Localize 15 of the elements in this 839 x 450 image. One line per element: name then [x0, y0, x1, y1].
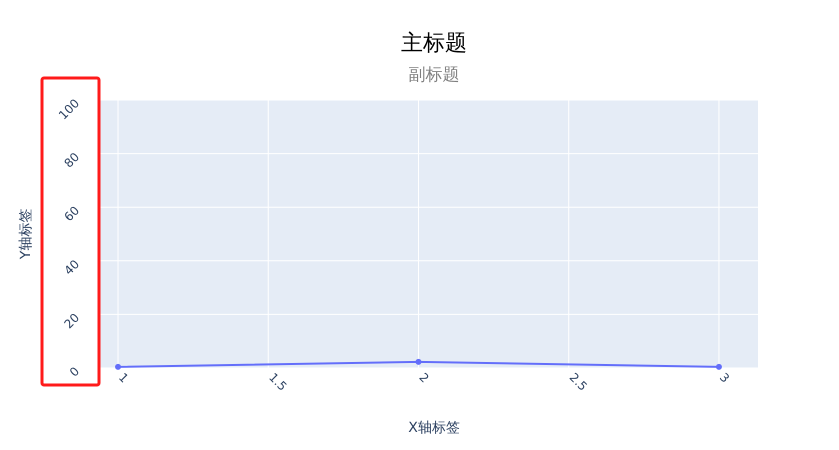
y-tick-label: 0	[66, 364, 82, 380]
x-tick-label: 2	[416, 370, 432, 386]
x-tick-label: 2.5	[566, 370, 590, 394]
chart-title: 主标题	[401, 31, 467, 56]
x-tick-label: 1.5	[266, 370, 290, 394]
x-tick-label: 3	[716, 370, 732, 386]
y-tick-label: 60	[61, 203, 82, 224]
y-tick-label: 20	[61, 310, 82, 332]
y-tick-label: 80	[61, 150, 82, 171]
y-tick-label: 40	[61, 257, 82, 278]
chart-subtitle: 副标题	[408, 65, 460, 85]
x-tick-label: 1	[116, 370, 132, 386]
x-axis-title: X轴标签	[408, 420, 460, 436]
y-tick-label: 100	[56, 96, 82, 122]
y-axis-title: Y轴标签	[18, 208, 34, 260]
